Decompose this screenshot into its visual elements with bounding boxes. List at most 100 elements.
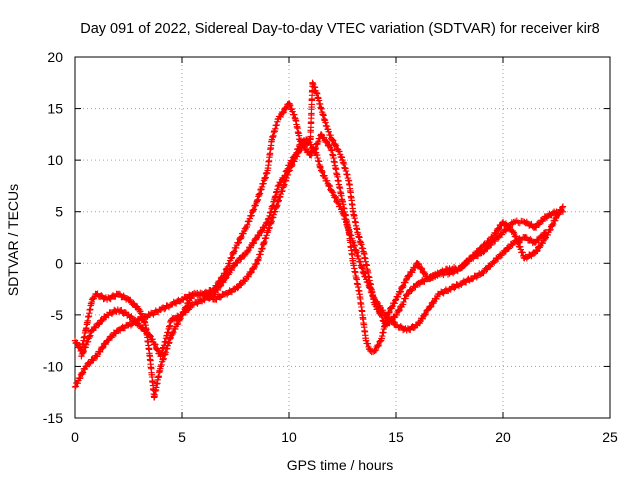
data-point-track-1-26 [292,115,299,123]
data-point-track-2-30 [345,177,353,184]
data-point-track-3-38 [424,306,432,313]
data-point-track-1-24 [275,115,282,123]
data-point-track-2-8 [157,306,164,313]
data-point-track-2-48 [478,244,485,252]
series-trail-track-1 [72,100,565,400]
data-point-track-1-20 [243,223,250,231]
y-tick-label: 10 [47,152,63,168]
data-point-track-3-19 [270,198,278,205]
data-point-track-3-39 [435,291,442,298]
data-point-track-2-7 [146,311,154,319]
data-point-track-1-11 [150,394,158,401]
data-point-track-1-45 [414,260,421,267]
data-point-track-3-0 [78,352,85,360]
data-point-track-2-23 [309,79,316,86]
data-point-track-3-5 [136,321,143,329]
data-point-track-1-31 [317,131,325,138]
data-point-track-3-34 [382,311,389,319]
data-point-track-3-25 [302,136,310,143]
data-point-track-2-33 [360,249,368,257]
data-point-track-3-8 [163,332,171,339]
data-point-track-2-51 [510,229,517,236]
data-point-track-1-54 [510,218,517,226]
data-point-track-3-1 [88,327,96,334]
data-point-track-2-18 [264,229,271,236]
x-tick-label: 25 [602,429,618,445]
data-point-track-3-10 [178,311,186,319]
data-point-track-3-16 [243,249,250,257]
data-point-track-3-3 [114,306,121,313]
data-point-track-1-57 [542,213,549,221]
data-point-track-3-30 [339,208,346,215]
data-point-track-1-19 [232,244,239,252]
data-point-track-3-32 [360,270,368,277]
data-point-track-2-37 [382,321,389,329]
data-point-track-3-13 [210,291,218,298]
y-tick-label: 5 [55,204,63,220]
data-point-track-2-10 [178,296,186,303]
plot-frame [74,56,611,419]
data-point-track-3-22 [285,162,293,169]
data-point-track-2-27 [328,136,335,143]
data-point-track-3-11 [189,301,196,308]
data-point-track-2-43 [424,275,432,282]
y-tick-label: 15 [47,101,63,117]
x-axis-title: GPS time / hours [287,457,394,473]
data-point-track-3-41 [457,280,464,288]
data-point-track-1-44 [403,275,410,282]
data-point-track-3-48 [531,239,539,246]
data-point-track-2-31 [350,208,357,215]
y-axis-title: SDTVAR / TECUs [5,184,21,296]
data-point-track-2-15 [232,285,239,293]
data-point-track-3-37 [414,321,421,329]
data-point-track-1-37 [356,291,363,298]
data-point-track-3-17 [253,234,261,241]
data-point-track-2-0 [71,383,79,391]
data-point-track-3-15 [232,260,239,267]
data-point-track-2-25 [317,105,325,112]
data-point-track-3-46 [510,239,517,246]
data-point-track-2-47 [467,254,475,262]
data-point-track-2-52 [521,254,528,262]
data-point-track-2-50 [499,218,507,226]
data-point-track-3-29 [328,187,335,195]
data-point-track-2-11 [189,291,196,298]
data-point-track-3-35 [392,321,400,329]
data-point-track-2-49 [489,234,496,241]
data-point-track-2-4 [114,327,121,334]
data-point-track-2-46 [457,265,464,272]
data-point-track-3-36 [403,327,410,334]
data-point-track-1-33 [335,177,342,184]
data-point-track-3-7 [157,352,164,360]
data-point-track-3-12 [200,296,207,303]
series-trail-track-3 [78,136,548,358]
data-point-track-2-5 [125,321,132,329]
series-trail-track-2 [72,80,566,390]
x-axis: 0 5 10 15 20 25 [71,57,618,445]
data-point-track-1-28 [302,146,310,154]
data-point-track-1-25 [285,100,293,107]
data-point-track-1-21 [253,198,261,205]
data-point-track-3-27 [313,151,321,159]
data-point-track-2-9 [168,301,175,308]
data-point-track-3-31 [350,239,357,246]
data-point-track-1-23 [268,136,276,143]
data-point-track-3-49 [542,229,549,236]
x-tick-label: 15 [388,429,404,445]
data-point-track-1-53 [499,229,507,236]
data-point-track-1-6 [114,291,121,298]
data-point-track-2-1 [82,363,89,370]
x-tick-label: 5 [178,429,186,445]
data-point-track-3-4 [125,311,132,319]
data-points [71,79,567,401]
data-point-track-2-44 [435,270,442,277]
data-point-track-1-8 [136,306,143,313]
data-point-track-1-40 [371,347,378,355]
data-point-track-1-2 [82,327,89,334]
chart-title: Day 091 of 2022, Sidereal Day-to-day VTE… [80,21,600,37]
data-point-track-3-33 [371,296,378,303]
data-point-track-2-26 [324,126,331,133]
data-point-track-3-26 [307,141,314,148]
data-point-track-3-45 [499,249,507,257]
